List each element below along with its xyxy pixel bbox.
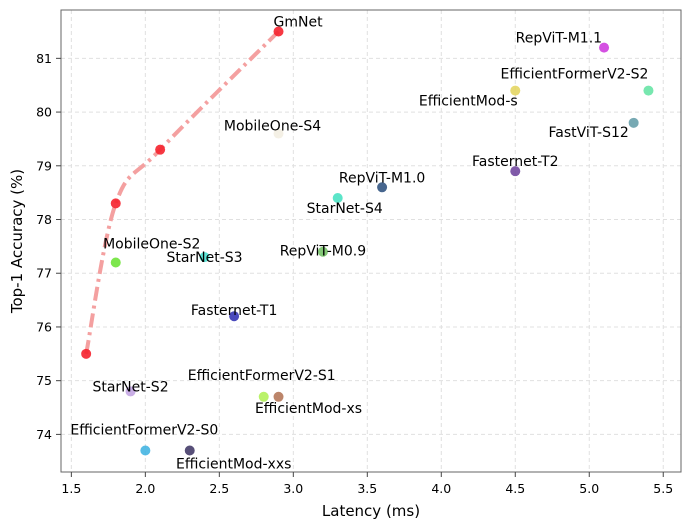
label-efficientformerv2-s1: EfficientFormerV2-S1 <box>188 368 336 384</box>
x-tick-label: 2.5 <box>209 481 229 496</box>
grid-lines <box>61 10 681 472</box>
point-efficientformerv2-s1 <box>258 391 269 402</box>
point-efficientmod-xs <box>273 391 284 402</box>
label-repvit-m1-0: RepViT-M1.0 <box>339 170 425 186</box>
x-tick-label: 1.5 <box>61 481 81 496</box>
label-efficientformerv2-s0: EfficientFormerV2-S0 <box>70 423 218 439</box>
point-fasternet-t2 <box>510 166 521 177</box>
label-fastvit-s12: FastViT-S12 <box>548 125 628 141</box>
x-axis-ticks: 1.5 2.0 2.5 3.0 3.5 4.0 4.5 5.0 5.5 <box>61 472 673 496</box>
frontier-point <box>155 144 166 155</box>
label-starnet-s4: StarNet-S4 <box>307 201 383 217</box>
point-efficientmod-s <box>510 85 521 96</box>
point-starnet-s4 <box>332 193 343 204</box>
label-fasternet-t2: Fasternet-T2 <box>472 154 558 170</box>
y-tick-label: 77 <box>36 266 52 281</box>
y-tick-label: 74 <box>36 427 52 442</box>
frontier-point <box>110 198 121 209</box>
x-tick-label: 5.0 <box>579 481 599 496</box>
point-efficientformerv2-s2 <box>643 85 654 96</box>
label-starnet-s3: StarNet-S3 <box>166 250 242 266</box>
frontier-point <box>273 26 284 37</box>
label-efficientformerv2-s2: EfficientFormerV2-S2 <box>501 67 649 83</box>
point-efficientformerv2-s0 <box>140 445 151 456</box>
x-tick-label: 4.5 <box>505 481 525 496</box>
y-tick-label: 81 <box>36 51 52 66</box>
label-efficientmod-xs: EfficientMod-xs <box>255 401 362 417</box>
y-axis-ticks: 74 75 76 77 78 79 80 81 <box>36 51 61 442</box>
point-mobileone-s2 <box>110 257 121 268</box>
x-tick-label: 3.0 <box>283 481 303 496</box>
point-repvit-m1-1 <box>599 42 610 53</box>
point-efficientmod-xxs <box>184 445 195 456</box>
x-tick-label: 5.5 <box>653 481 673 496</box>
x-tick-label: 3.5 <box>357 481 377 496</box>
point-fasternet-t1 <box>229 311 240 322</box>
point-labels: GmNet RepViT-M1.1 EfficientFormerV2-S2 Effi… <box>70 14 648 472</box>
y-tick-label: 79 <box>36 158 52 173</box>
label-mobileone-s2: MobileOne-S2 <box>103 236 200 252</box>
x-axis-label: Latency (ms) <box>322 502 420 520</box>
data-points <box>81 26 654 456</box>
point-starnet-s3 <box>199 252 210 263</box>
label-starnet-s2: StarNet-S2 <box>92 379 168 395</box>
label-efficientmod-s: EfficientMod-s <box>419 94 518 110</box>
x-tick-label: 2.0 <box>135 481 155 496</box>
y-tick-label: 80 <box>36 105 52 120</box>
y-tick-label: 78 <box>36 212 52 227</box>
y-tick-label: 75 <box>36 373 52 388</box>
plot-frame <box>60 9 682 473</box>
x-tick-label: 4.0 <box>431 481 451 496</box>
frontier-point <box>81 348 92 359</box>
point-starnet-s2 <box>125 386 136 397</box>
point-mobileone-s4 <box>273 128 284 139</box>
frontier-curve <box>84 30 280 355</box>
point-repvit-m0-9 <box>317 246 328 257</box>
point-repvit-m1-0 <box>377 182 388 193</box>
y-axis-label: Top-1 Accuracy (%) <box>8 169 26 314</box>
label-efficientmod-xxs: EfficientMod-xxs <box>176 457 291 473</box>
label-fasternet-t1: Fasternet-T1 <box>191 303 277 319</box>
label-repvit-m1-1: RepViT-M1.1 <box>516 31 602 47</box>
label-repvit-m0-9: RepViT-M0.9 <box>280 244 366 260</box>
point-fastvit-s12 <box>628 117 639 128</box>
label-mobileone-s4: MobileOne-S4 <box>224 119 321 135</box>
label-gmnet: GmNet <box>274 14 324 30</box>
frontier-line <box>84 30 280 355</box>
y-tick-label: 76 <box>36 319 52 334</box>
